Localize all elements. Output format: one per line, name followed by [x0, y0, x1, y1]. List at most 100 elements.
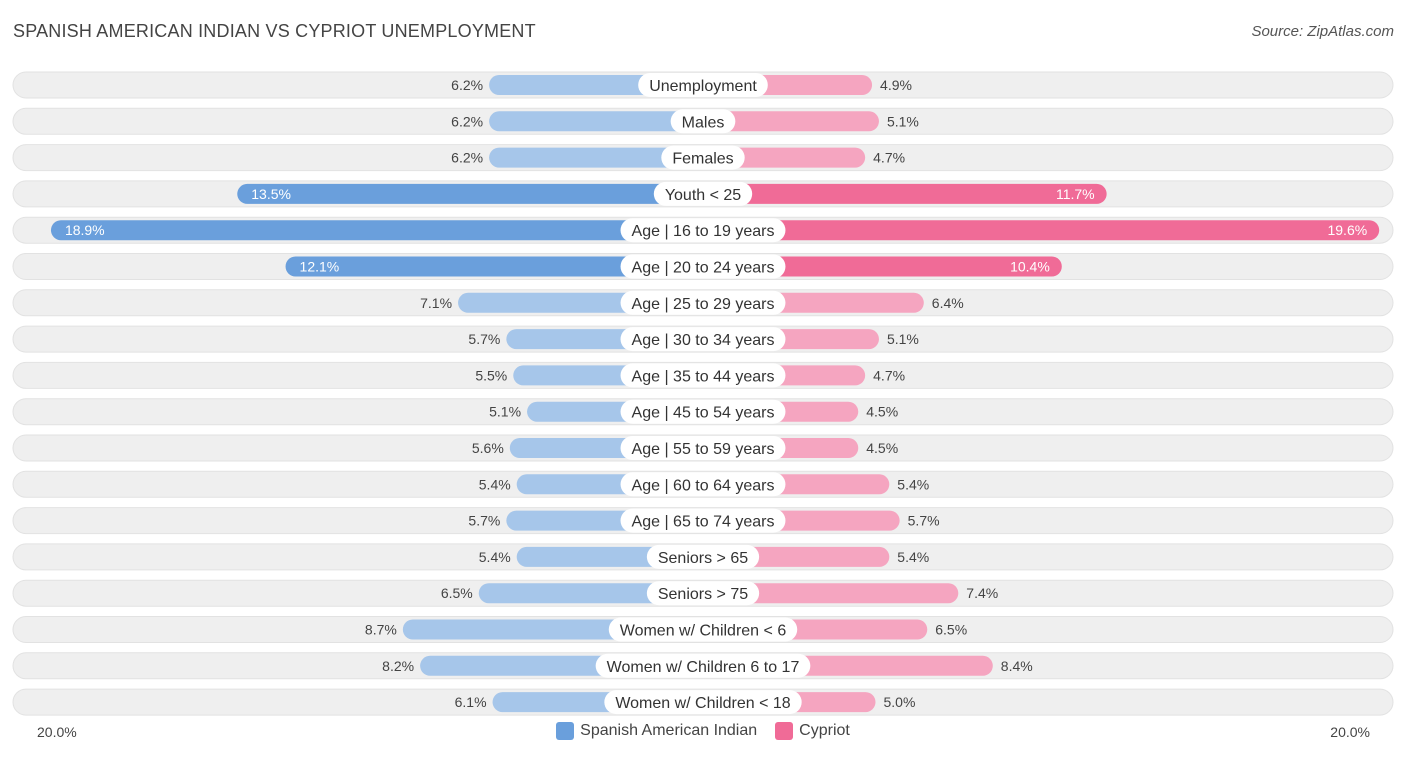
bar-cypriot — [703, 111, 879, 132]
category-label: Seniors > 65 — [658, 550, 748, 567]
bar-spanish-american-indian — [489, 147, 703, 168]
value-label-right: 10.4% — [1010, 259, 1050, 275]
value-label-left: 18.9% — [65, 222, 105, 238]
legend-swatch-left — [556, 722, 575, 740]
legend-label-right: Cypriot — [799, 722, 850, 739]
diverging-bar-chart: 6.2% 4.9% Unemployment 6.2% 5.1% Males 6.2% 4.7… — [12, 71, 1394, 716]
bar-spanish-american-indian — [489, 111, 703, 132]
value-label-left: 5.7% — [468, 513, 500, 529]
bar-cypriot — [703, 583, 959, 604]
row-8: 5.5% 4.7% Age | 35 to 44 years — [12, 361, 1394, 389]
value-label-left: 6.2% — [451, 150, 483, 166]
category-label: Age | 60 to 64 years — [632, 477, 775, 494]
value-label-left: 5.4% — [479, 476, 511, 492]
value-label-left: 6.5% — [441, 585, 473, 601]
category-pill — [670, 109, 736, 134]
value-label-left: 12.1% — [300, 259, 340, 275]
row-14: 6.5% 7.4% Seniors > 75 — [12, 579, 1394, 607]
row-17: 6.1% 5.0% Women w/ Children < 18 — [12, 688, 1394, 716]
category-label: Women w/ Children 6 to 17 — [607, 659, 800, 676]
value-label-right: 4.7% — [873, 367, 905, 383]
value-label-left: 6.2% — [451, 77, 483, 93]
value-label-left: 5.6% — [472, 440, 504, 456]
legend-swatch-right — [775, 722, 794, 740]
category-pill — [638, 73, 768, 97]
row-7: 5.7% 5.1% Age | 30 to 34 years — [12, 325, 1394, 353]
category-label: Males — [682, 114, 725, 131]
category-label: Age | 16 to 19 years — [632, 223, 775, 240]
category-pill — [620, 436, 786, 460]
value-label-left: 8.2% — [382, 658, 414, 674]
bar-cypriot — [703, 256, 1062, 277]
row-9: 5.1% 4.5% Age | 45 to 54 years — [12, 398, 1394, 426]
row-13: 5.4% 5.4% Seniors > 65 — [12, 543, 1394, 571]
value-label-right: 4.7% — [873, 150, 905, 166]
value-label-left: 5.1% — [489, 404, 521, 420]
category-label: Seniors > 75 — [658, 586, 748, 603]
axis-left-label: 20.0% — [37, 724, 77, 740]
value-label-left: 5.7% — [468, 331, 500, 347]
category-pill — [620, 290, 786, 315]
category-pill — [608, 617, 798, 642]
category-label: Age | 25 to 29 years — [632, 296, 775, 313]
row-16: 8.2% 8.4% Women w/ Children 6 to 17 — [12, 652, 1394, 680]
value-label-left: 8.7% — [365, 622, 397, 638]
category-pill — [595, 653, 811, 678]
legend-item-cypriot[interactable]: Cypriot — [775, 722, 850, 740]
category-pill — [620, 254, 786, 279]
source-label: Source: ZipAtlas.com — [1251, 23, 1394, 40]
category-label: Age | 30 to 34 years — [632, 332, 775, 349]
row-10: 5.6% 4.5% Age | 55 to 59 years — [12, 434, 1394, 462]
bar-spanish-american-indian — [237, 183, 703, 204]
category-label: Unemployment — [649, 78, 757, 95]
value-label-left: 6.1% — [455, 694, 487, 710]
axis-right-label: 20.0% — [1330, 724, 1370, 740]
value-label-right: 8.4% — [1001, 658, 1033, 674]
value-label-left: 5.5% — [475, 367, 507, 383]
bar-spanish-american-indian — [50, 220, 703, 241]
category-label: Youth < 25 — [665, 187, 741, 204]
row-2: 6.2% 4.7% Females — [12, 144, 1394, 172]
bar-spanish-american-indian — [478, 583, 703, 604]
value-label-right: 5.1% — [887, 331, 919, 347]
category-label: Age | 45 to 54 years — [632, 405, 775, 422]
value-label-right: 19.6% — [1327, 222, 1367, 238]
value-label-right: 6.4% — [932, 295, 964, 311]
bar-cypriot — [703, 183, 1107, 204]
value-label-right: 5.4% — [897, 549, 929, 565]
value-label-right: 7.4% — [966, 585, 998, 601]
value-label-left: 5.4% — [479, 549, 511, 565]
category-label: Females — [672, 151, 733, 168]
row-5: 12.1% 10.4% Age | 20 to 24 years — [12, 253, 1394, 280]
category-pill — [604, 690, 802, 715]
category-pill — [646, 581, 760, 606]
category-pill — [620, 508, 786, 533]
category-pill — [620, 472, 786, 497]
row-15: 8.7% 6.5% Women w/ Children < 6 — [12, 616, 1394, 643]
legend-item-spanish-american-indian[interactable]: Spanish American Indian — [556, 722, 757, 740]
value-label-right: 11.7% — [1056, 186, 1095, 202]
category-label: Age | 35 to 44 years — [632, 368, 775, 385]
row-4: 18.9% 19.6% Age | 16 to 19 years — [12, 216, 1394, 244]
category-label: Age | 65 to 74 years — [632, 514, 775, 531]
value-label-left: 7.1% — [420, 295, 452, 311]
category-pill — [620, 363, 786, 388]
category-pill — [620, 399, 786, 424]
value-label-left: 6.2% — [451, 113, 483, 129]
category-pill — [646, 544, 760, 569]
bar-spanish-american-indian — [285, 256, 703, 277]
row-1: 6.2% 5.1% Males — [12, 107, 1394, 135]
value-label-right: 4.9% — [880, 77, 912, 93]
category-pill — [620, 327, 786, 352]
row-11: 5.4% 5.4% Age | 60 to 64 years — [12, 470, 1394, 498]
value-label-left: 13.5% — [251, 186, 291, 202]
chart-title: SPANISH AMERICAN INDIAN VS CYPRIOT UNEMP… — [13, 21, 536, 41]
row-3: 13.5% 11.7% Youth < 25 — [12, 180, 1394, 208]
legend: Spanish American Indian Cypriot — [0, 722, 1406, 740]
category-pill — [653, 181, 753, 206]
row-0: 6.2% 4.9% Unemployment — [12, 71, 1394, 99]
value-label-right: 5.7% — [908, 513, 940, 529]
row-12: 5.7% 5.7% Age | 65 to 74 years — [12, 507, 1394, 535]
value-label-right: 5.1% — [887, 113, 919, 129]
bar-cypriot — [703, 220, 1380, 241]
